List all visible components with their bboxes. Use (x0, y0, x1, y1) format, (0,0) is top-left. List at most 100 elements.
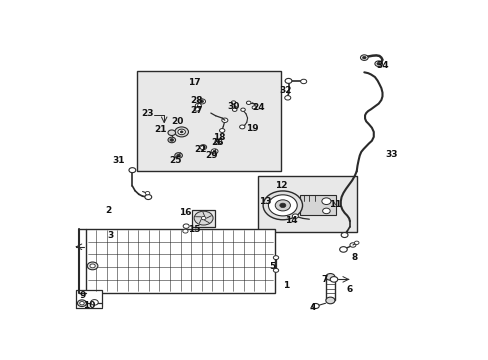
Text: 24: 24 (252, 103, 264, 112)
Text: 17: 17 (188, 78, 201, 87)
Circle shape (215, 139, 222, 144)
Bar (137, 71, 280, 171)
Circle shape (360, 55, 367, 60)
Circle shape (129, 168, 136, 173)
Circle shape (217, 140, 220, 143)
Circle shape (198, 99, 205, 104)
Circle shape (232, 108, 237, 111)
Text: 33: 33 (385, 150, 397, 159)
Circle shape (329, 276, 337, 282)
Text: 34: 34 (375, 62, 388, 71)
Text: 27: 27 (190, 106, 203, 115)
Bar (191, 210, 215, 227)
Circle shape (349, 243, 355, 247)
Circle shape (275, 200, 290, 211)
Circle shape (339, 247, 346, 252)
Text: 14: 14 (285, 216, 297, 225)
Circle shape (87, 262, 98, 270)
Text: 30: 30 (227, 102, 239, 111)
Circle shape (268, 195, 297, 216)
Circle shape (183, 229, 188, 233)
Text: 11: 11 (328, 200, 341, 209)
Circle shape (222, 118, 227, 122)
Text: 18: 18 (213, 133, 225, 142)
Text: 4: 4 (309, 303, 316, 312)
Text: 28: 28 (190, 95, 203, 104)
Text: 9: 9 (80, 291, 86, 300)
Circle shape (325, 274, 334, 280)
Circle shape (77, 300, 86, 306)
Circle shape (279, 203, 285, 208)
Text: 6: 6 (346, 285, 351, 294)
Bar (76, 290, 102, 303)
Bar (258, 176, 356, 232)
Text: 21: 21 (154, 125, 166, 134)
Circle shape (175, 127, 188, 137)
Text: 2: 2 (105, 206, 111, 215)
Circle shape (321, 198, 330, 204)
Circle shape (285, 78, 291, 84)
Circle shape (325, 297, 334, 304)
Text: 16: 16 (179, 208, 191, 217)
Circle shape (178, 129, 185, 135)
Circle shape (354, 241, 358, 244)
Circle shape (169, 139, 173, 141)
Text: 19: 19 (245, 124, 258, 133)
Circle shape (168, 137, 175, 143)
Circle shape (194, 211, 213, 225)
Circle shape (211, 149, 218, 154)
Circle shape (183, 224, 189, 228)
Circle shape (213, 150, 216, 152)
Circle shape (300, 79, 306, 84)
Circle shape (176, 154, 180, 157)
Circle shape (240, 108, 245, 111)
Circle shape (322, 208, 329, 214)
Circle shape (145, 192, 149, 195)
Circle shape (273, 269, 278, 272)
Circle shape (90, 264, 95, 268)
Text: 1: 1 (283, 281, 289, 290)
Circle shape (144, 194, 151, 199)
Bar (299, 195, 335, 215)
Text: 3: 3 (107, 231, 113, 240)
Text: 5: 5 (269, 262, 275, 271)
Text: 15: 15 (188, 225, 201, 234)
Text: 23: 23 (141, 109, 153, 118)
Bar (85, 229, 275, 293)
Circle shape (341, 233, 347, 238)
Circle shape (292, 214, 298, 219)
Circle shape (263, 191, 302, 220)
Circle shape (312, 303, 319, 309)
Circle shape (195, 103, 201, 108)
Circle shape (376, 62, 380, 65)
Circle shape (80, 302, 84, 305)
Circle shape (252, 106, 256, 109)
Circle shape (219, 129, 224, 132)
Text: 22: 22 (194, 145, 206, 154)
Circle shape (200, 100, 203, 103)
Circle shape (201, 216, 205, 220)
Circle shape (246, 101, 250, 104)
Text: 13: 13 (259, 197, 271, 206)
Circle shape (239, 125, 244, 129)
Circle shape (374, 61, 382, 67)
Text: 26: 26 (211, 139, 223, 148)
Text: 8: 8 (351, 253, 357, 262)
Circle shape (273, 256, 278, 260)
Text: 31: 31 (112, 156, 125, 165)
Circle shape (168, 130, 175, 135)
Circle shape (175, 153, 182, 158)
Circle shape (194, 107, 199, 111)
Circle shape (180, 131, 183, 133)
Bar (325, 277, 334, 301)
Circle shape (231, 101, 235, 104)
Text: 10: 10 (82, 301, 95, 310)
Text: 12: 12 (274, 181, 286, 190)
Circle shape (284, 96, 290, 100)
Circle shape (362, 56, 366, 59)
Text: 25: 25 (169, 156, 182, 165)
Circle shape (90, 300, 98, 305)
Text: 32: 32 (279, 86, 291, 95)
Text: 20: 20 (171, 117, 183, 126)
Circle shape (200, 145, 206, 150)
